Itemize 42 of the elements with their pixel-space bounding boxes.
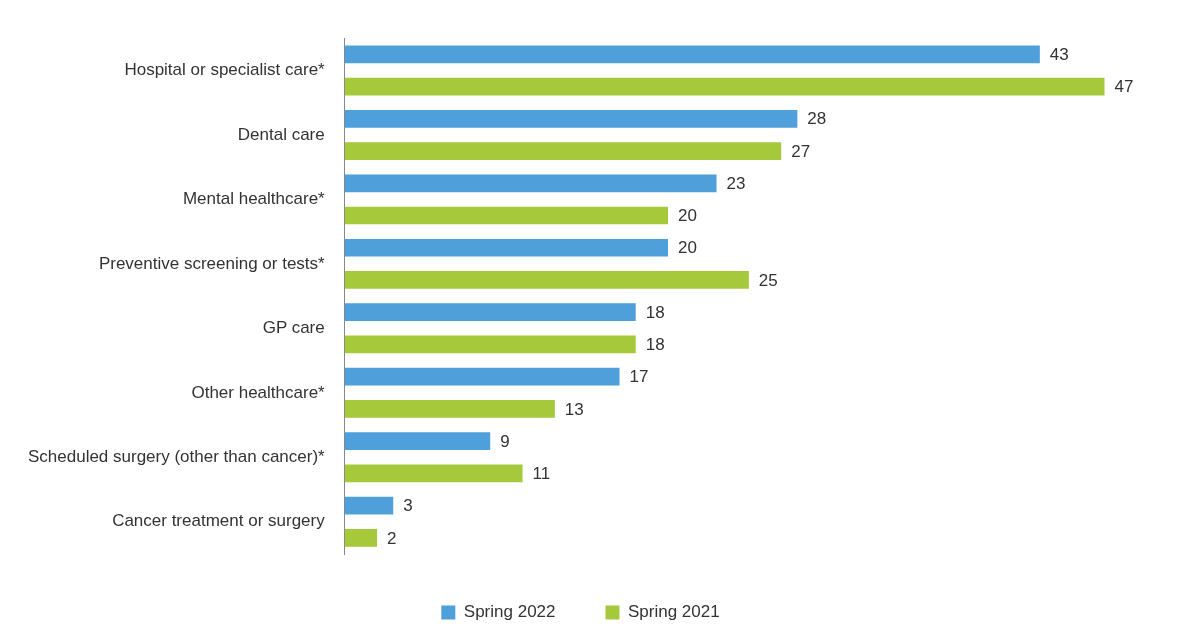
data-label: 25 xyxy=(758,270,778,290)
bar xyxy=(344,271,749,289)
bar xyxy=(344,432,491,451)
bar xyxy=(344,464,523,483)
data-label: 20 xyxy=(678,206,697,226)
bar xyxy=(344,238,669,257)
legend-label: Spring 2022 xyxy=(463,602,556,622)
y-tick-label: Other healthcare* xyxy=(191,382,326,402)
y-tick-label: Dental care xyxy=(237,124,325,144)
bar xyxy=(344,77,1105,96)
data-label: 13 xyxy=(564,399,584,419)
bar xyxy=(344,45,1040,64)
bar xyxy=(344,174,717,193)
data-label: 47 xyxy=(1114,77,1134,97)
bar xyxy=(344,109,798,128)
data-label: 27 xyxy=(791,141,811,161)
y-tick-label: Mental healthcare* xyxy=(182,189,326,209)
y-tick-label: GP care xyxy=(262,318,325,338)
data-label: 2 xyxy=(387,528,397,548)
data-label: 43 xyxy=(1049,45,1069,65)
bar xyxy=(344,335,636,354)
bar xyxy=(344,400,555,418)
data-label: 23 xyxy=(726,173,746,193)
data-label: 3 xyxy=(403,496,413,516)
legend-label: Spring 2021 xyxy=(628,602,720,622)
data-label: 11 xyxy=(532,464,551,484)
bar xyxy=(344,367,620,386)
data-label: 18 xyxy=(645,335,665,355)
bar xyxy=(344,529,378,547)
y-tick-label: Preventive screening or tests* xyxy=(98,253,326,273)
data-label: 17 xyxy=(629,367,649,387)
bar xyxy=(344,496,394,515)
data-label: 9 xyxy=(500,431,510,451)
y-tick-label: Scheduled surgery (other than cancer)* xyxy=(27,446,326,466)
bar xyxy=(344,142,782,160)
data-label: 18 xyxy=(645,302,665,322)
bar xyxy=(344,206,669,225)
data-label: 28 xyxy=(807,109,827,129)
bar xyxy=(344,303,636,322)
y-tick-label: Hospital or specialist care* xyxy=(124,60,326,80)
y-tick-label: Cancer treatment or surgery xyxy=(112,511,326,531)
data-label: 20 xyxy=(678,238,697,258)
